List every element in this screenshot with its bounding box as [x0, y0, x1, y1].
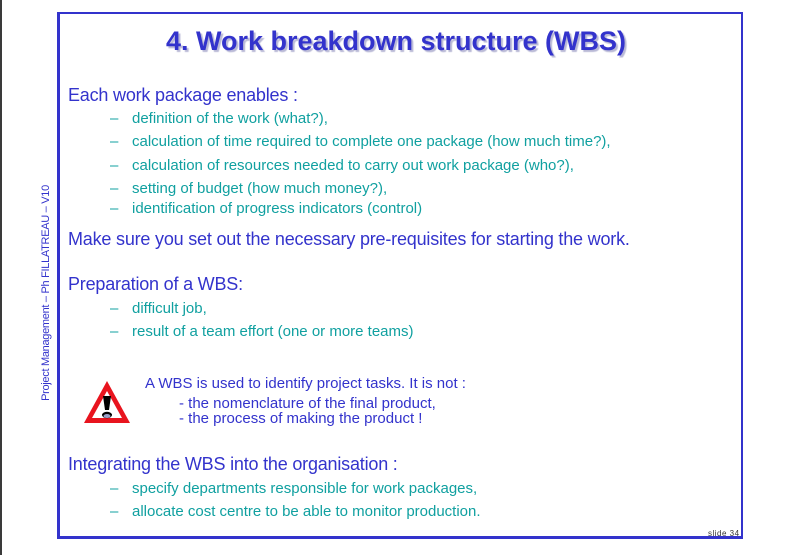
- list-item: – result of a team effort (one or more te…: [110, 323, 414, 340]
- dash-bullet: –: [110, 110, 119, 127]
- list-item-text: result of a team effort (one or more tea…: [132, 323, 414, 340]
- list-item-text: specify departments responsible for work…: [132, 480, 478, 497]
- list-item-text: calculation of resources needed to carry…: [132, 157, 574, 174]
- list-item-text: definition of the work (what?),: [132, 110, 328, 127]
- list-item: – identification of progress indicators (…: [110, 200, 422, 217]
- left-edge-line: [0, 0, 2, 555]
- dash-bullet: –: [110, 503, 119, 520]
- list-item-text: allocate cost centre to be able to monit…: [132, 503, 481, 520]
- slide-frame: [57, 12, 743, 539]
- list-item-text: difficult job,: [132, 300, 207, 317]
- dash-bullet: –: [110, 300, 119, 317]
- list-item: – difficult job,: [110, 300, 207, 317]
- section-heading-integrating: Integrating the WBS into the organisatio…: [68, 454, 398, 474]
- page-title: 4. Work breakdown structure (WBS): [165, 26, 627, 56]
- list-item: – calculation of time required to complet…: [110, 133, 611, 150]
- dash-bullet: –: [110, 200, 119, 217]
- section-heading-work-package: Each work package enables :: [68, 85, 298, 105]
- warning-triangle-icon: [84, 381, 130, 423]
- list-item: – calculation of resources needed to carr…: [110, 157, 574, 174]
- list-item: – definition of the work (what?),: [110, 110, 328, 127]
- list-item: – specify departments responsible for wor…: [110, 480, 477, 497]
- warning-text-intro: A WBS is used to identify project tasks.…: [145, 375, 466, 392]
- warning-text-item: - the nomenclature of the final product,: [179, 395, 436, 412]
- dash-bullet: –: [110, 180, 119, 197]
- side-footer-label: Project Management – Ph FILLATREAU – V10: [40, 185, 52, 401]
- list-item: – allocate cost centre to be able to moni…: [110, 503, 481, 520]
- dash-bullet: –: [110, 323, 119, 340]
- list-item: – setting of budget (how much money?),: [110, 180, 387, 197]
- dash-bullet: –: [110, 480, 119, 497]
- dash-bullet: –: [110, 133, 119, 150]
- list-item-text: calculation of time required to complete…: [132, 133, 611, 150]
- slide-number: slide 34: [708, 529, 740, 538]
- list-item-text: identification of progress indicators (c…: [132, 200, 423, 217]
- list-item-text: setting of budget (how much money?),: [132, 180, 388, 197]
- section-heading-preparation: Preparation of a WBS:: [68, 274, 243, 294]
- dash-bullet: –: [110, 157, 119, 174]
- warning-text-item: - the process of making the product !: [179, 410, 423, 427]
- section-heading-prerequisites: Make sure you set out the necessary pre-…: [68, 229, 630, 249]
